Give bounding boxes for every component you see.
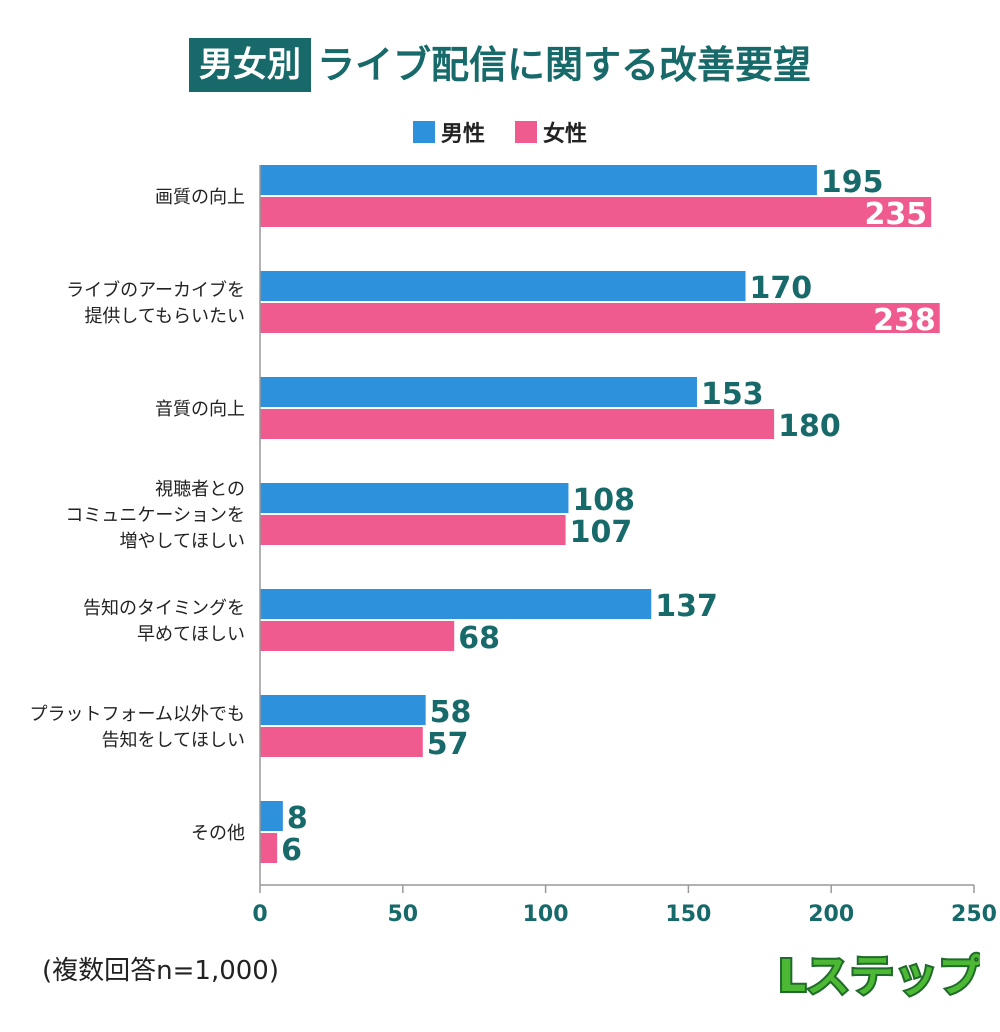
- legend-label-male: 男性: [440, 122, 485, 147]
- bar-female: [260, 515, 566, 545]
- bar-male: [260, 165, 817, 195]
- data-label: 238: [873, 303, 936, 338]
- category-label: 視聴者との: [155, 479, 245, 500]
- sample-note: (複数回答n=1,000): [42, 956, 279, 986]
- title-tag: 男女別: [188, 38, 311, 92]
- data-label: 58: [430, 695, 472, 730]
- legend-swatch-female: [515, 121, 537, 143]
- bar-female: [260, 727, 423, 757]
- data-label: 107: [570, 515, 633, 550]
- category-label: コミュニケーションを: [65, 505, 245, 526]
- legend-swatch-male: [412, 121, 435, 143]
- logo-text: Lステップ: [780, 951, 980, 1002]
- category-label: 告知のタイミングを: [83, 598, 245, 619]
- data-label: 180: [778, 409, 841, 444]
- legend-label-female: 女性: [543, 122, 588, 147]
- data-label: 57: [427, 727, 469, 762]
- category-label: 早めてほしい: [137, 624, 245, 645]
- data-label: 108: [572, 483, 635, 518]
- category-label: 増やしてほしい: [120, 531, 245, 552]
- bar-female: [260, 197, 932, 227]
- bar-male: [260, 483, 569, 513]
- data-label: 137: [655, 589, 718, 624]
- bar-female: [260, 621, 455, 651]
- data-label: 68: [458, 621, 500, 656]
- data-label: 6: [281, 833, 302, 868]
- data-label: 153: [701, 377, 764, 412]
- category-label: ライブのアーカイブを: [66, 279, 245, 301]
- category-label: 画質の向上: [155, 187, 245, 208]
- data-label: 170: [750, 271, 813, 306]
- category-label: 音質の向上: [155, 399, 245, 420]
- category-label: その他: [191, 823, 245, 844]
- x-tick-label: 50: [387, 902, 418, 927]
- legend-item-female: 女性: [515, 116, 587, 148]
- x-tick-label: 200: [808, 902, 854, 927]
- bar-male: [260, 801, 283, 831]
- category-label: 告知をしてほしい: [102, 730, 245, 751]
- x-tick-label: 100: [523, 902, 569, 927]
- category-label: 提供してもらいたい: [84, 306, 245, 327]
- legend: 男性 女性: [0, 116, 1000, 148]
- bar-female: [260, 833, 278, 863]
- x-tick-label: 250: [951, 902, 997, 927]
- data-label: 235: [865, 197, 928, 232]
- chart-title: 男女別 ライブ配信に関する改善要望: [0, 38, 1000, 92]
- lstep-logo: Lステップ: [780, 949, 980, 1004]
- data-label: 195: [821, 165, 884, 200]
- category-label: プラットフォーム以外でも: [30, 704, 245, 725]
- data-label: 8: [287, 801, 308, 836]
- bar-male: [260, 695, 426, 725]
- x-tick-label: 0: [252, 902, 267, 927]
- bar-female: [260, 303, 940, 333]
- legend-item-male: 男性: [412, 116, 485, 148]
- title-main: ライブ配信に関する改善要望: [316, 43, 811, 87]
- bar-male: [260, 377, 697, 407]
- bar-male: [260, 271, 746, 301]
- x-tick-label: 150: [665, 902, 711, 927]
- bar-female: [260, 409, 775, 439]
- bar-male: [260, 589, 652, 619]
